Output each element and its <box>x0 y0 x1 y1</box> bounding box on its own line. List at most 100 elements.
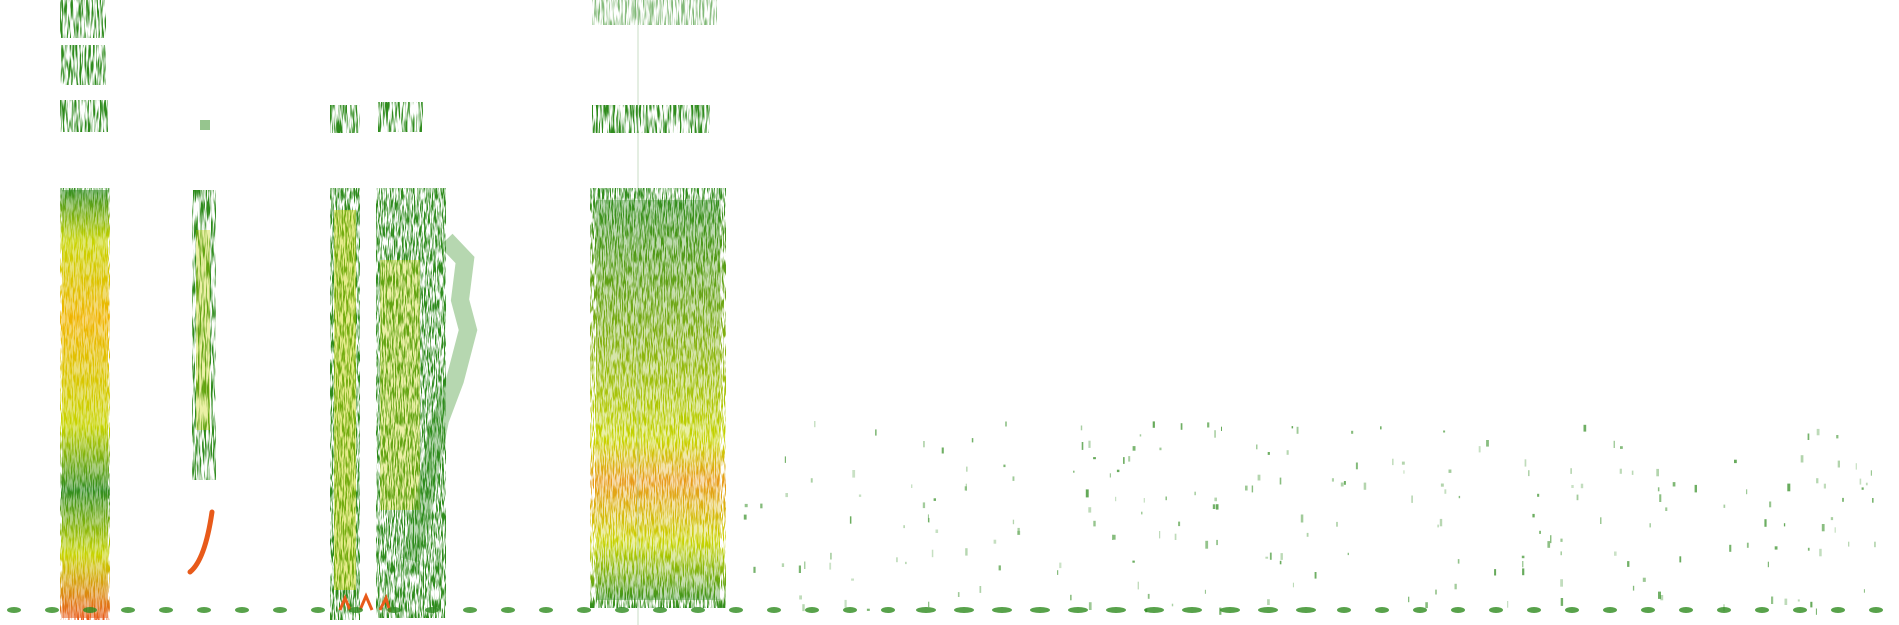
baseline-dash <box>1106 607 1126 613</box>
speckle <box>1627 561 1629 567</box>
speckle <box>1287 450 1289 455</box>
speckle <box>1458 559 1460 564</box>
speckle <box>1550 535 1551 543</box>
speckle <box>1440 519 1442 526</box>
speckle <box>830 553 831 560</box>
speckle <box>867 609 870 611</box>
speckle <box>1380 426 1382 429</box>
speckle <box>1267 599 1270 605</box>
speckle <box>1207 422 1209 427</box>
speckle <box>1205 590 1206 594</box>
speckle <box>1336 522 1337 527</box>
speckle <box>859 495 861 497</box>
speckle <box>1297 427 1299 434</box>
speckle <box>1293 583 1294 588</box>
speckle <box>1444 489 1446 494</box>
speckle <box>1281 553 1283 560</box>
speckle <box>1411 496 1413 503</box>
speckle <box>753 567 755 573</box>
speckle <box>1571 485 1573 488</box>
speckle <box>1665 507 1667 511</box>
speckle <box>1560 539 1562 542</box>
baseline-dash <box>1068 607 1088 613</box>
speckle <box>1734 460 1737 463</box>
speckle <box>1649 523 1651 527</box>
speckle <box>1292 426 1294 428</box>
speckle <box>1141 512 1143 515</box>
speckle <box>936 530 939 534</box>
speckle <box>965 548 967 555</box>
baseline-dash <box>1565 607 1579 613</box>
speckle <box>1620 446 1623 449</box>
speckle <box>999 565 1001 570</box>
baseline-dash <box>45 607 59 613</box>
speckle <box>1808 434 1810 441</box>
speckle <box>1256 445 1258 450</box>
speckle <box>1213 504 1216 509</box>
speckle <box>1723 604 1724 611</box>
speckle <box>1673 482 1676 486</box>
speckle <box>1123 457 1125 464</box>
speckle <box>1620 469 1622 474</box>
speckle <box>1132 561 1134 563</box>
speckle <box>1571 468 1572 474</box>
speckle <box>1824 484 1826 489</box>
speckle <box>1194 492 1196 496</box>
speckle <box>1081 426 1082 431</box>
speckle <box>1435 590 1436 595</box>
speckle <box>1086 489 1089 497</box>
baseline-dash <box>7 607 21 613</box>
speckle <box>1089 602 1092 610</box>
speckle <box>1449 470 1452 473</box>
speckle <box>1115 497 1116 501</box>
speckle <box>1140 434 1142 436</box>
speckle <box>811 478 813 482</box>
speckle <box>928 602 929 607</box>
speckle <box>1614 441 1615 448</box>
speckle <box>1214 498 1217 502</box>
speckle <box>1332 478 1334 481</box>
speckle <box>1005 422 1007 427</box>
speckle <box>1729 545 1731 552</box>
speckle <box>904 525 905 528</box>
speckle <box>1221 427 1222 431</box>
speckle <box>1172 604 1173 607</box>
baseline-dash <box>1793 607 1807 613</box>
speckle <box>1003 465 1005 468</box>
baseline-dash <box>1679 607 1693 613</box>
speckle <box>1145 609 1147 612</box>
speckle <box>1341 483 1344 487</box>
speckle <box>1838 461 1840 468</box>
speckle <box>966 484 967 491</box>
baseline-dash <box>1755 607 1769 613</box>
speckle <box>1110 473 1111 477</box>
speckle <box>1166 497 1167 501</box>
speckle <box>1252 486 1253 493</box>
baseline-dash <box>349 607 363 613</box>
speckle <box>1216 540 1217 545</box>
speckle <box>1801 455 1804 462</box>
speckle <box>744 515 747 520</box>
speckle <box>1819 549 1822 557</box>
speckle <box>1479 446 1481 452</box>
speckle <box>1507 601 1508 608</box>
speckle <box>799 595 802 599</box>
baseline-dash <box>1182 607 1202 613</box>
speckle <box>1205 541 1208 549</box>
speckle <box>1216 504 1219 509</box>
speckle <box>1522 556 1525 559</box>
speckle <box>1438 525 1439 528</box>
speckle <box>850 516 852 523</box>
baseline-tones <box>7 607 1883 613</box>
speckle <box>1600 517 1601 524</box>
speckle <box>928 514 929 522</box>
speckle <box>1658 487 1660 491</box>
baseline-dash <box>235 607 249 613</box>
baseline-dash <box>1413 607 1427 613</box>
speckle <box>1117 470 1120 472</box>
speckle <box>1539 531 1541 534</box>
speckle <box>1532 514 1534 518</box>
speckle <box>1866 483 1868 486</box>
speckle <box>1128 456 1130 462</box>
